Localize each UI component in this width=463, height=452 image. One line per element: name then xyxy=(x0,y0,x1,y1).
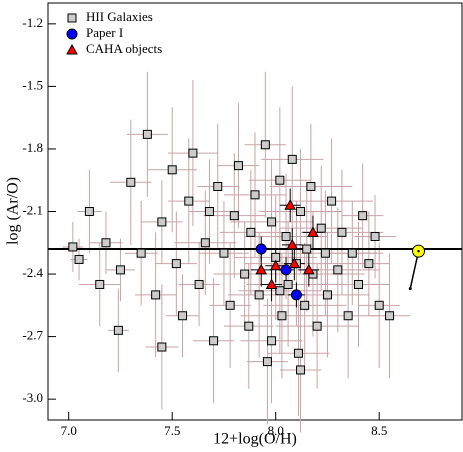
point xyxy=(290,289,302,301)
point xyxy=(275,175,285,185)
point xyxy=(167,165,177,175)
point xyxy=(327,196,337,206)
point xyxy=(302,263,315,275)
point xyxy=(255,263,268,275)
legend-marker xyxy=(66,28,78,40)
point xyxy=(194,279,204,289)
point xyxy=(204,207,214,216)
x-tick-label: 7.0 xyxy=(61,423,77,438)
point xyxy=(288,257,301,269)
point xyxy=(255,243,267,255)
point xyxy=(233,161,243,171)
point xyxy=(95,279,105,289)
point xyxy=(262,357,272,367)
point xyxy=(307,226,319,237)
point xyxy=(343,311,353,321)
point xyxy=(250,190,260,200)
x-tick-label: 8.0 xyxy=(268,423,284,438)
point xyxy=(74,254,84,264)
point xyxy=(337,227,347,237)
point xyxy=(296,365,306,375)
point xyxy=(281,232,291,242)
point xyxy=(200,238,210,248)
legend-label: Paper I xyxy=(86,25,123,40)
point xyxy=(293,348,303,358)
legend-marker xyxy=(67,13,77,23)
point xyxy=(240,269,250,279)
point xyxy=(269,259,282,271)
point xyxy=(225,300,235,310)
point xyxy=(219,248,229,258)
legend-label: CAHA objects xyxy=(86,41,162,56)
point xyxy=(320,248,330,258)
point xyxy=(244,321,254,331)
y-tick-label: -2.7 xyxy=(22,328,43,343)
point xyxy=(316,223,326,233)
point xyxy=(296,207,306,216)
point xyxy=(157,217,167,227)
point xyxy=(142,129,152,139)
y-axis-label: log (Ar/O) xyxy=(5,177,22,245)
point xyxy=(178,311,188,321)
sun-dot xyxy=(417,249,420,253)
x-tick-label: 7.5 xyxy=(164,423,180,438)
point xyxy=(188,148,198,158)
point xyxy=(385,311,395,321)
x-tick-label: 8.5 xyxy=(371,423,387,438)
x-axis-label: 12+log(O/H) xyxy=(213,431,297,448)
point xyxy=(302,244,312,254)
point xyxy=(267,336,277,346)
point xyxy=(284,199,297,210)
point xyxy=(115,265,125,275)
point xyxy=(354,279,363,289)
point xyxy=(358,211,368,221)
point xyxy=(265,278,278,289)
point xyxy=(275,286,285,296)
point xyxy=(286,238,299,250)
point xyxy=(229,211,239,221)
sun-track-end xyxy=(408,287,412,291)
y-tick-label: -1.2 xyxy=(22,15,43,30)
point xyxy=(151,290,161,300)
point xyxy=(101,238,111,248)
point xyxy=(370,232,380,242)
point xyxy=(322,290,332,300)
point xyxy=(136,248,146,258)
point xyxy=(283,279,293,289)
point xyxy=(260,140,270,150)
point xyxy=(254,290,264,300)
point xyxy=(171,259,181,269)
legend-label: HII Galaxies xyxy=(86,9,153,24)
y-tick-label: -2.4 xyxy=(22,265,43,280)
y-tick-label: -3.0 xyxy=(22,390,43,405)
y-tick-label: -1.5 xyxy=(22,77,43,92)
point xyxy=(267,217,277,227)
point xyxy=(84,207,94,216)
point xyxy=(126,177,136,187)
point xyxy=(209,336,219,346)
point xyxy=(333,265,343,275)
point xyxy=(364,259,374,269)
legend-marker xyxy=(66,43,78,55)
point xyxy=(213,181,223,191)
point xyxy=(246,227,256,237)
point xyxy=(277,311,287,321)
y-tick-label: -2.1 xyxy=(22,202,43,217)
point xyxy=(374,300,384,310)
point xyxy=(287,154,297,164)
y-tick-label: -1.8 xyxy=(22,140,43,155)
point xyxy=(157,342,167,352)
point xyxy=(306,181,316,191)
point xyxy=(184,196,194,206)
point xyxy=(300,300,310,310)
point xyxy=(347,248,357,258)
point xyxy=(68,242,78,252)
point xyxy=(113,325,123,335)
point xyxy=(312,321,322,331)
